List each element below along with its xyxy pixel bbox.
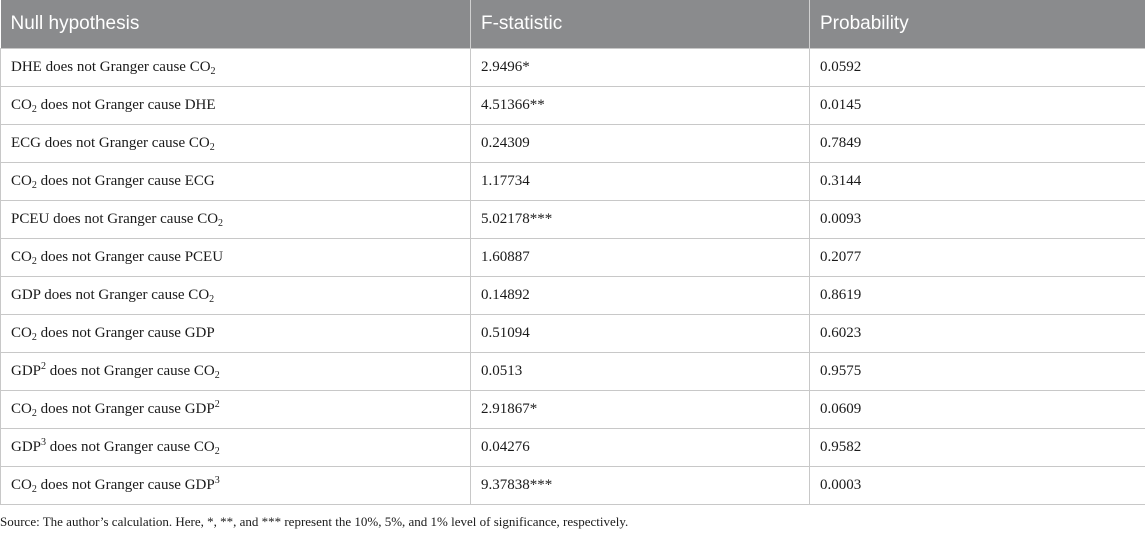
subscript: 2 bbox=[31, 256, 37, 267]
f-statistic-cell: 0.04276 bbox=[470, 428, 810, 467]
hypothesis-text: GDP bbox=[11, 363, 42, 379]
table-row: GDP does not Granger cause CO2 0.14892 0.8… bbox=[0, 276, 1145, 315]
hypothesis-text: does not Granger cause GDP bbox=[36, 325, 215, 341]
null-hypothesis-cell: CO2 does not Granger cause DHE bbox=[0, 86, 471, 125]
f-statistic-cell: 0.0513 bbox=[470, 352, 810, 391]
null-hypothesis-cell: DHE does not Granger cause CO2 bbox=[0, 48, 471, 87]
f-statistic-cell: 0.51094 bbox=[470, 314, 810, 353]
probability-cell: 0.7849 bbox=[809, 124, 1145, 163]
table-row: DHE does not Granger cause CO2 2.9496* 0.0… bbox=[0, 48, 1145, 87]
hypothesis-text: GDP bbox=[11, 439, 42, 455]
f-statistic-cell: 2.91867* bbox=[470, 390, 810, 429]
hypothesis-text: CO bbox=[11, 401, 32, 417]
hypothesis-text: does not Granger cause GDP bbox=[36, 477, 215, 493]
f-statistic-cell: 5.02178*** bbox=[470, 200, 810, 239]
hypothesis-text: GDP does not Granger cause CO bbox=[11, 287, 210, 303]
table-row: ECG does not Granger cause CO2 0.24309 0.7… bbox=[0, 124, 1145, 163]
probability-cell: 0.3144 bbox=[809, 162, 1145, 201]
null-hypothesis-cell: CO2 does not Granger cause GDP3 bbox=[0, 466, 471, 505]
null-hypothesis-cell: GDP3 does not Granger cause CO2 bbox=[0, 428, 471, 467]
probability-cell: 0.0003 bbox=[809, 466, 1145, 505]
subscript: 2 bbox=[209, 142, 215, 153]
subscript: 2 bbox=[209, 294, 215, 305]
subscript: 2 bbox=[31, 180, 37, 191]
probability-cell: 0.2077 bbox=[809, 238, 1145, 277]
header-row: Null hypothesis F-statistic Probability bbox=[0, 0, 1145, 49]
subscript: 2 bbox=[31, 104, 37, 115]
superscript: 3 bbox=[41, 437, 47, 448]
hypothesis-text: does not Granger cause PCEU bbox=[36, 249, 224, 265]
hypothesis-text: does not Granger cause CO bbox=[46, 363, 215, 379]
superscript: 2 bbox=[214, 399, 220, 410]
null-hypothesis-cell: GDP2 does not Granger cause CO2 bbox=[0, 352, 471, 391]
hypothesis-text: does not Granger cause ECG bbox=[36, 173, 215, 189]
probability-cell: 0.9575 bbox=[809, 352, 1145, 391]
f-statistic-cell: 4.51366** bbox=[470, 86, 810, 125]
hypothesis-text: CO bbox=[11, 97, 32, 113]
f-statistic-cell: 1.60887 bbox=[470, 238, 810, 277]
subscript: 2 bbox=[214, 446, 220, 457]
null-hypothesis-cell: ECG does not Granger cause CO2 bbox=[0, 124, 471, 163]
probability-cell: 0.0145 bbox=[809, 86, 1145, 125]
probability-cell: 0.0093 bbox=[809, 200, 1145, 239]
table-header: Null hypothesis F-statistic Probability bbox=[0, 0, 1145, 49]
null-hypothesis-cell: CO2 does not Granger cause GDP2 bbox=[0, 390, 471, 429]
hypothesis-text: PCEU does not Granger cause CO bbox=[11, 211, 219, 227]
table-row: CO2 does not Granger cause PCEU 1.60887 0.… bbox=[0, 238, 1145, 277]
table-row: GDP2 does not Granger cause CO2 0.0513 0.9… bbox=[0, 352, 1145, 391]
table-row: CO2 does not Granger cause ECG 1.17734 0.3… bbox=[0, 162, 1145, 201]
table-row: PCEU does not Granger cause CO2 5.02178**… bbox=[0, 200, 1145, 239]
hypothesis-text: CO bbox=[11, 173, 32, 189]
table-source-note: Source: The author’s calculation. Here, … bbox=[0, 514, 629, 529]
hypothesis-text: does not Granger cause DHE bbox=[36, 97, 216, 113]
subscript: 2 bbox=[31, 332, 37, 343]
hypothesis-text: CO bbox=[11, 249, 32, 265]
probability-cell: 0.0592 bbox=[809, 48, 1145, 87]
f-statistic-cell: 2.9496* bbox=[470, 48, 810, 87]
superscript: 2 bbox=[41, 361, 47, 372]
subscript: 2 bbox=[214, 370, 220, 381]
subscript: 2 bbox=[31, 408, 37, 419]
null-hypothesis-cell: CO2 does not Granger cause GDP bbox=[0, 314, 471, 353]
hypothesis-text: ECG does not Granger cause CO bbox=[11, 135, 210, 151]
subscript: 2 bbox=[31, 484, 37, 495]
table-row: CO2 does not Granger cause GDP2 2.91867* 0… bbox=[0, 390, 1145, 429]
probability-cell: 0.0609 bbox=[809, 390, 1145, 429]
table-body: DHE does not Granger cause CO2 2.9496* 0.0… bbox=[0, 48, 1145, 505]
null-hypothesis-cell: PCEU does not Granger cause CO2 bbox=[0, 200, 471, 239]
header-probability: Probability bbox=[809, 0, 1145, 49]
header-f-statistic: F-statistic bbox=[470, 0, 810, 49]
null-hypothesis-cell: CO2 does not Granger cause PCEU bbox=[0, 238, 471, 277]
table-row: CO2 does not Granger cause GDP3 9.37838**… bbox=[0, 466, 1145, 505]
superscript: 3 bbox=[214, 475, 220, 486]
f-statistic-cell: 0.14892 bbox=[470, 276, 810, 315]
probability-cell: 0.9582 bbox=[809, 428, 1145, 467]
header-null-hypothesis: Null hypothesis bbox=[0, 0, 471, 49]
subscript: 2 bbox=[210, 66, 216, 77]
f-statistic-cell: 9.37838*** bbox=[470, 466, 810, 505]
f-statistic-cell: 0.24309 bbox=[470, 124, 810, 163]
null-hypothesis-cell: GDP does not Granger cause CO2 bbox=[0, 276, 471, 315]
hypothesis-text: DHE does not Granger cause CO bbox=[11, 59, 211, 75]
probability-cell: 0.8619 bbox=[809, 276, 1145, 315]
table-row: CO2 does not Granger cause DHE 4.51366** 0… bbox=[0, 86, 1145, 125]
hypothesis-text: does not Granger cause CO bbox=[46, 439, 215, 455]
granger-causality-table: Null hypothesis F-statistic Probability … bbox=[0, 0, 1145, 505]
probability-cell: 0.6023 bbox=[809, 314, 1145, 353]
table-row: GDP3 does not Granger cause CO2 0.04276 0.… bbox=[0, 428, 1145, 467]
hypothesis-text: CO bbox=[11, 325, 32, 341]
hypothesis-text: CO bbox=[11, 477, 32, 493]
table-row: CO2 does not Granger cause GDP 0.51094 0.6… bbox=[0, 314, 1145, 353]
hypothesis-text: does not Granger cause GDP bbox=[36, 401, 215, 417]
f-statistic-cell: 1.17734 bbox=[470, 162, 810, 201]
subscript: 2 bbox=[218, 218, 224, 229]
null-hypothesis-cell: CO2 does not Granger cause ECG bbox=[0, 162, 471, 201]
